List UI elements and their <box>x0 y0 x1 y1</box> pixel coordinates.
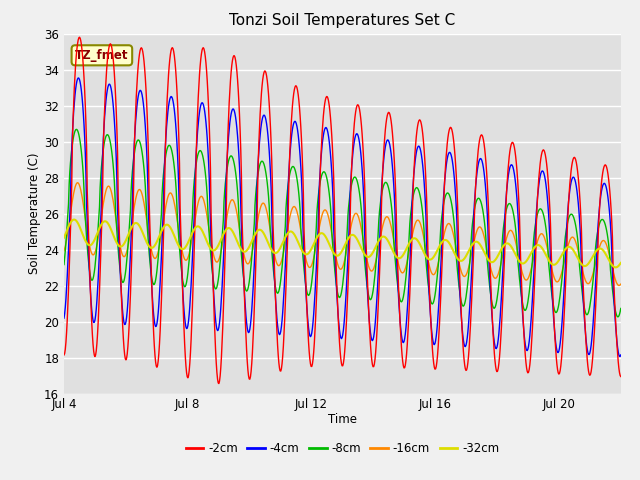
X-axis label: Time: Time <box>328 413 357 426</box>
Text: TZ_fmet: TZ_fmet <box>75 49 129 62</box>
Title: Tonzi Soil Temperatures Set C: Tonzi Soil Temperatures Set C <box>229 13 456 28</box>
Legend: -2cm, -4cm, -8cm, -16cm, -32cm: -2cm, -4cm, -8cm, -16cm, -32cm <box>181 437 504 460</box>
Y-axis label: Soil Temperature (C): Soil Temperature (C) <box>28 153 42 275</box>
